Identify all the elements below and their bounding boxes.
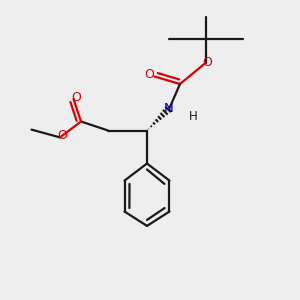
Text: O: O bbox=[145, 68, 154, 82]
Text: O: O bbox=[72, 91, 81, 104]
Text: N: N bbox=[164, 101, 173, 115]
Text: O: O bbox=[57, 129, 67, 142]
Text: O: O bbox=[202, 56, 212, 70]
Text: H: H bbox=[189, 110, 198, 123]
